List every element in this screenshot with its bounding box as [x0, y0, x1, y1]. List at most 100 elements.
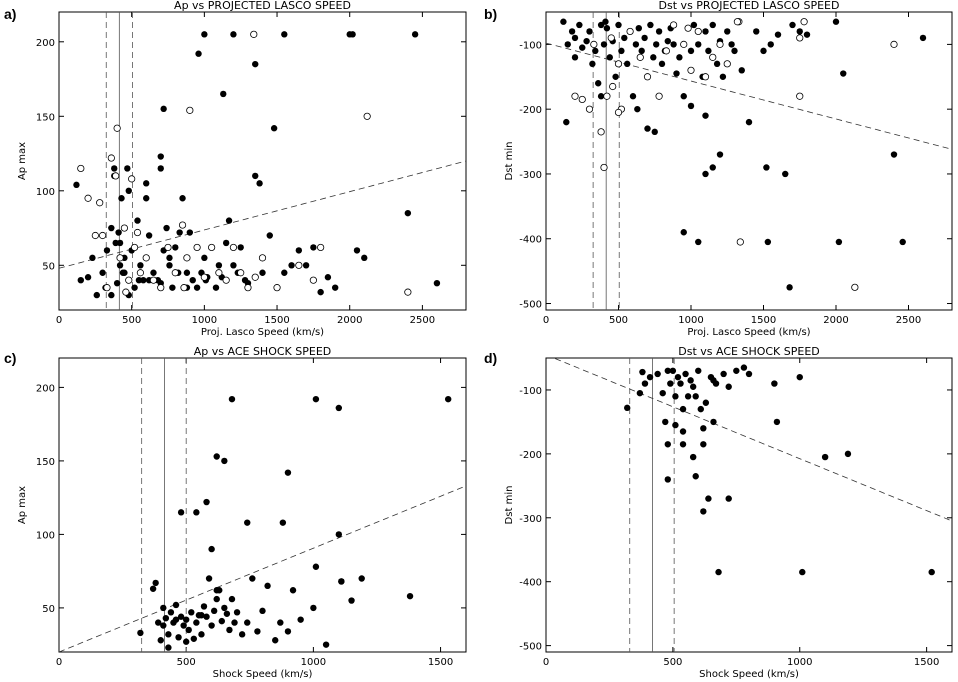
data-point-a-filled-70	[433, 279, 441, 287]
x-tick-label-d-2: 1000	[787, 657, 812, 668]
data-point-b-filled-68	[651, 128, 658, 136]
data-point-b-open-6	[603, 92, 611, 100]
data-point-d-filled-45	[710, 418, 717, 426]
data-point-c-filled-36	[244, 619, 251, 626]
data-point-a-filled-4	[93, 291, 100, 299]
data-point-b-filled-61	[796, 28, 803, 35]
data-point-a-open-1	[84, 194, 92, 202]
data-point-d-filled-29	[720, 370, 727, 378]
data-point-d-filled-9	[667, 380, 674, 387]
data-point-b-filled-82	[563, 118, 570, 126]
data-point-c-filled-48	[312, 563, 320, 570]
trend-line-d	[552, 358, 952, 522]
data-point-b-filled-58	[767, 41, 774, 48]
data-point-a-filled-79	[349, 31, 356, 38]
x-axis-label-a: Proj. Lasco Speed (km/s)	[201, 327, 324, 338]
data-point-b-open-14	[662, 47, 670, 55]
data-point-a-open-20	[178, 221, 187, 229]
data-point-a-filled-56	[270, 125, 278, 132]
data-point-c-filled-71	[172, 616, 180, 623]
data-point-c-filled-31	[226, 626, 233, 634]
data-point-a-filled-80	[411, 31, 419, 38]
data-point-c-filled-8	[167, 609, 175, 616]
data-point-c-filled-28	[218, 617, 225, 625]
data-point-c-filled-1	[149, 585, 157, 592]
data-point-a-filled-74	[143, 195, 150, 202]
data-point-c-filled-15	[185, 626, 192, 634]
data-point-a-filled-10	[113, 279, 121, 287]
data-point-b-filled-29	[650, 54, 657, 61]
data-point-c-filled-66	[208, 545, 215, 553]
data-point-a-open-0	[77, 164, 85, 173]
data-point-a-filled-88	[166, 254, 173, 262]
data-point-c-filled-2	[152, 579, 159, 587]
data-point-b-open-11	[636, 53, 644, 61]
data-point-b-filled-74	[763, 164, 770, 171]
data-point-d-filled-4	[646, 373, 654, 381]
chart-b: Dst vs PROJECTED LASCO SPEED 0 500 1000 1500…	[504, 0, 953, 338]
data-point-a-filled-55	[266, 232, 273, 239]
data-point-a-filled-72	[116, 239, 124, 247]
data-point-c-filled-5	[160, 604, 167, 612]
data-point-c-filled-4	[157, 637, 164, 644]
data-point-b-filled-12	[600, 41, 608, 48]
data-point-a-open-42	[136, 269, 144, 277]
data-point-d-filled-7	[662, 418, 669, 426]
x-tick-label-b-5: 2500	[896, 315, 921, 326]
data-point-b-filled-79	[899, 238, 906, 246]
data-point-b-filled-5	[579, 44, 586, 51]
data-point-b-filled-36	[670, 41, 677, 48]
y-tick-label-d-4: -100	[519, 386, 542, 397]
data-point-c-filled-24	[208, 622, 215, 629]
x-tick-label-c-0: 0	[56, 657, 62, 668]
data-point-d-filled-49	[679, 428, 687, 435]
data-point-c-filled-25	[210, 607, 218, 615]
data-point-a-open-13	[130, 243, 139, 252]
data-point-c-filled-18	[193, 619, 200, 626]
data-point-b-open-15	[669, 21, 678, 29]
x-tick-label-a-0: 0	[56, 315, 62, 326]
panel-letter-c: c)	[4, 350, 17, 366]
data-point-d-filled-3	[641, 380, 649, 387]
y-tick-label-a-3: 200	[36, 38, 55, 49]
data-point-c-filled-40	[264, 582, 271, 590]
data-point-a-open-16	[149, 276, 158, 284]
data-point-c-filled-37	[249, 575, 256, 582]
data-point-b-open-1	[578, 95, 586, 104]
data-point-c-filled-12	[177, 613, 185, 620]
data-point-a-filled-62	[310, 244, 317, 251]
panel-letter-a: a)	[4, 6, 17, 22]
y-axis-label-b: Dst min	[504, 142, 515, 181]
data-point-d-filled-18	[689, 383, 697, 390]
data-point-b-filled-53	[731, 47, 738, 55]
data-point-a-filled-59	[288, 262, 295, 269]
data-point-a-open-4	[99, 231, 107, 240]
data-point-b-open-19	[701, 73, 710, 81]
x-tick-label-d-1: 500	[663, 657, 682, 668]
data-point-a-open-24	[200, 273, 208, 281]
data-point-a-filled-54	[259, 269, 266, 276]
data-point-a-open-21	[183, 254, 191, 262]
x-tick-label-d-3: 1500	[914, 657, 939, 668]
data-point-a-filled-49	[237, 244, 244, 251]
data-point-a-filled-58	[281, 269, 288, 276]
trend-line-c	[59, 485, 466, 652]
data-point-b-filled-45	[702, 28, 709, 35]
data-point-b-filled-73	[716, 151, 724, 158]
data-point-b-filled-24	[635, 24, 642, 32]
x-tick-label-a-5: 2500	[410, 315, 435, 326]
data-point-d-filled-30	[725, 495, 732, 502]
data-point-b-filled-59	[774, 31, 782, 38]
data-point-d-filled-10	[669, 367, 677, 374]
data-point-b-filled-7	[586, 28, 593, 35]
x-tick-label-a-4: 2000	[337, 315, 362, 326]
data-point-d-filled-41	[664, 441, 671, 448]
data-point-a-filled-61	[302, 262, 310, 269]
data-point-c-filled-52	[348, 597, 355, 604]
data-point-d-filled-51	[700, 508, 707, 515]
x-tick-label-d-0: 0	[543, 657, 549, 668]
data-point-b-filled-19	[621, 34, 628, 42]
data-point-b-filled-23	[632, 41, 640, 48]
data-point-d-filled-16	[684, 393, 692, 400]
data-point-a-filled-45	[222, 239, 230, 247]
